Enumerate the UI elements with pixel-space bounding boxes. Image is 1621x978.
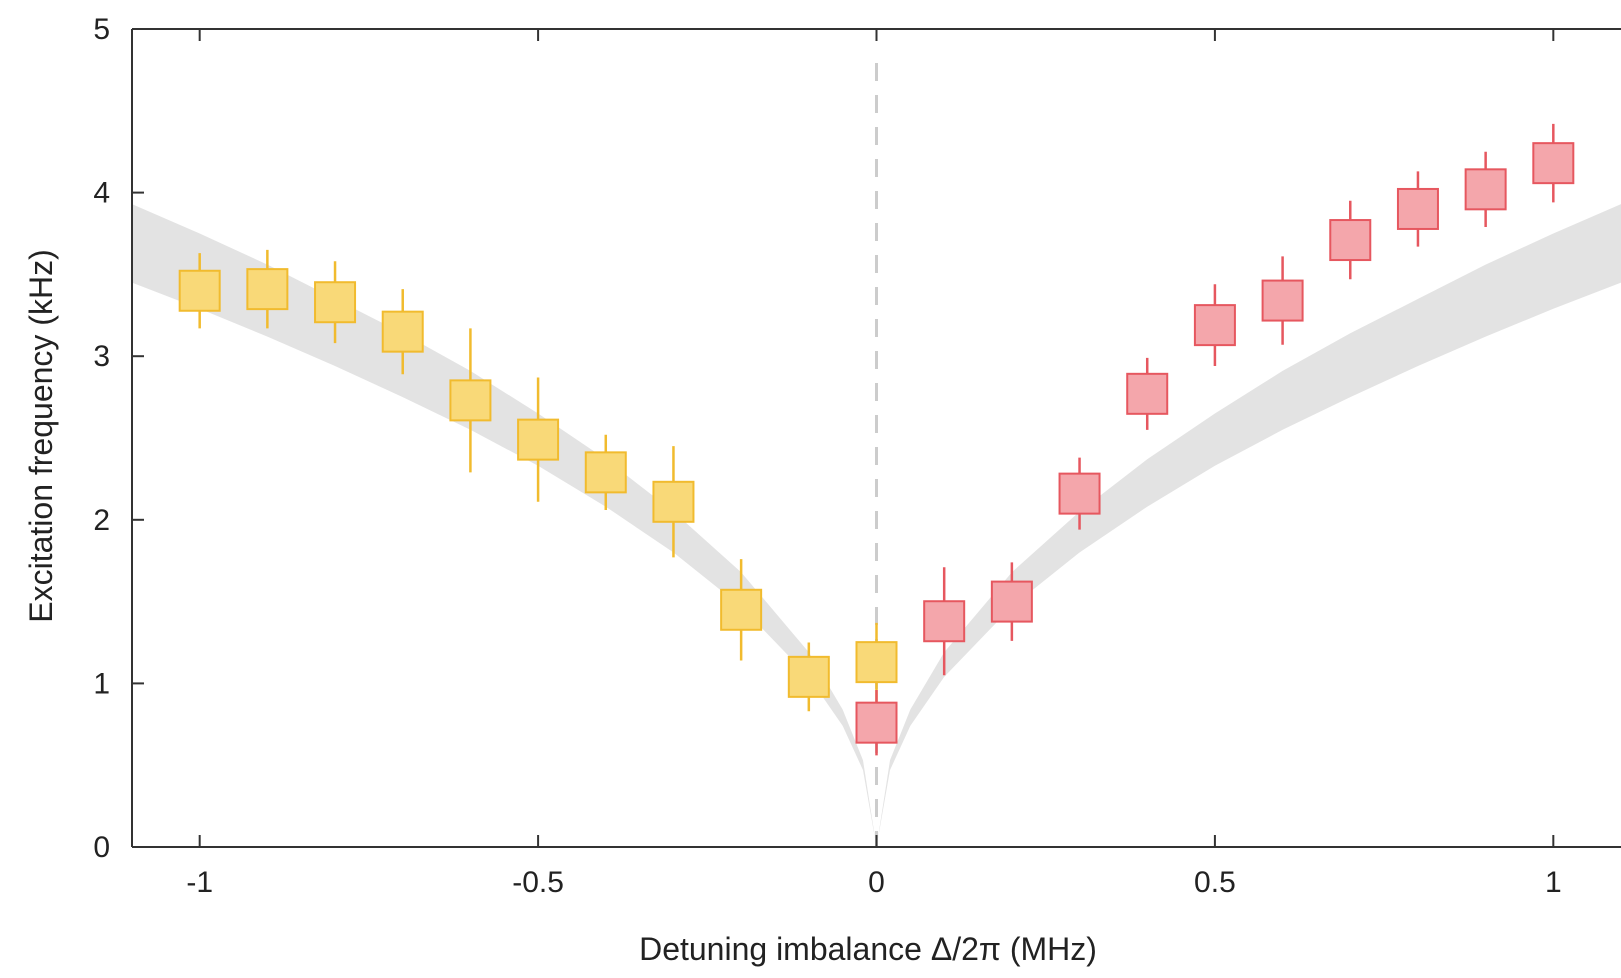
data-point [314,281,357,324]
data-point [720,588,763,631]
data-point [1126,372,1169,415]
data-point [855,701,898,744]
data-point [652,480,695,523]
data-point [1464,168,1507,211]
data-point [246,268,289,311]
data-point [855,641,898,684]
x-tick-label: -0.5 [512,866,564,899]
tick-label-layer: -1 -0.5 0 0.5 1 0 1 2 3 4 5 [93,13,1561,899]
y-axis-title: Excitation frequency (kHz) [23,249,59,622]
x-axis-title: Detuning imbalance Δ/2π (MHz) [639,931,1097,967]
data-point [1261,279,1304,322]
data-point [923,600,966,643]
axes-layer [131,28,1621,848]
data-point [1532,142,1575,185]
data-point [1396,187,1439,230]
y-tick-label: 1 [93,667,110,700]
data-point [517,418,560,461]
y-tick-label: 4 [93,177,110,210]
y-tick-label: 5 [93,13,110,46]
data-point [1058,472,1101,515]
series-1 [855,123,1575,756]
data-point [178,269,221,312]
y-tick-label: 3 [93,340,110,373]
y-tick-label: 2 [93,504,110,537]
series-0 [178,249,898,712]
data-point [787,655,830,698]
data-point [449,379,492,422]
x-tick-label: 0 [868,866,885,899]
series-layer [178,123,1575,756]
x-tick-label: 0.5 [1194,866,1236,899]
x-tick-label: -1 [186,866,213,899]
data-point [584,451,627,494]
data-point [990,580,1033,623]
data-point [1193,304,1236,347]
y-tick-label: 0 [93,831,110,864]
data-point [381,310,424,353]
data-point [1329,219,1372,262]
x-tick-label: 1 [1545,866,1562,899]
